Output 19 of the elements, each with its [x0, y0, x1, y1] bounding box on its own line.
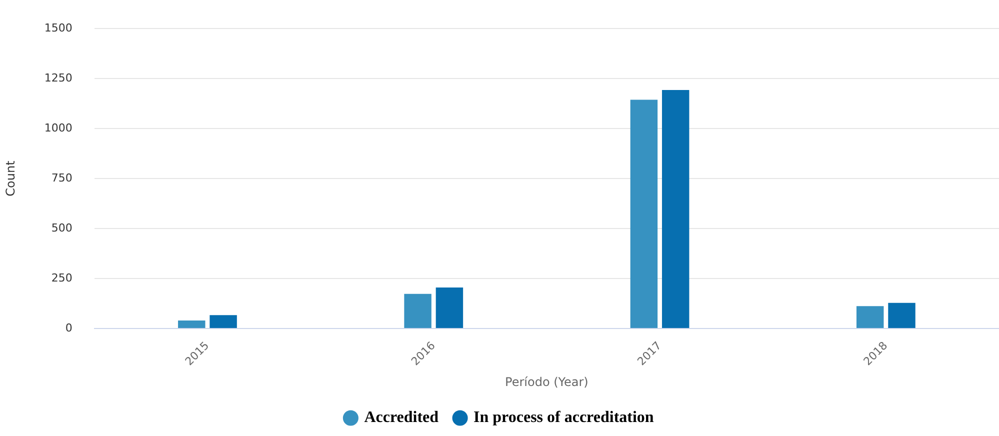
- bar: [630, 100, 658, 328]
- x-axis-title: Período (Year): [505, 374, 588, 389]
- bar: [436, 287, 464, 328]
- y-axis-title: Count: [3, 160, 18, 196]
- bar: [662, 90, 690, 328]
- legend-label: In process of accreditation: [474, 409, 654, 426]
- y-tick-label: 1000: [44, 121, 72, 134]
- bar: [404, 294, 432, 328]
- legend-label: Accredited: [364, 409, 439, 426]
- y-tick-label: 0: [65, 321, 72, 334]
- bar: [178, 320, 206, 328]
- bar: [888, 302, 916, 328]
- y-tick-label: 750: [51, 171, 72, 184]
- y-tick-label: 250: [51, 271, 72, 284]
- bar: [210, 315, 237, 328]
- bar: [856, 306, 884, 328]
- y-tick-label: 1500: [44, 21, 72, 34]
- y-tick-label: 1250: [44, 71, 72, 84]
- y-tick-label: 500: [51, 221, 72, 234]
